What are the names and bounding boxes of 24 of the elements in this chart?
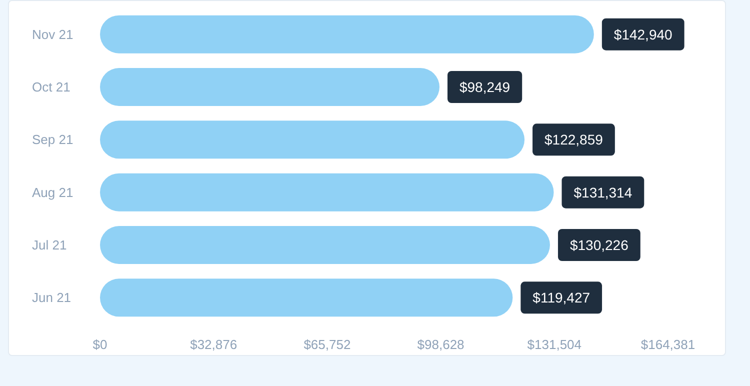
y-tick-label: Aug 21 [32, 184, 74, 200]
x-tick-label: $164,381 [640, 337, 696, 352]
data-label: $142,940 [614, 26, 673, 42]
x-tick-label: $131,504 [527, 337, 582, 352]
data-label: $122,859 [544, 132, 604, 148]
x-tick-label: $0 [92, 337, 108, 352]
x-tick-label: $98,628 [417, 337, 464, 352]
y-tick-label: Jul 21 [32, 238, 67, 252]
y-tick-label: Sep 21 [32, 132, 74, 148]
data-label: $98,249 [459, 79, 510, 95]
y-tick-label: Oct 21 [32, 80, 70, 94]
bar [100, 226, 550, 264]
bar [100, 15, 594, 54]
data-label: $119,427 [532, 290, 590, 306]
bar [100, 120, 525, 159]
data-label: $131,314 [574, 184, 632, 200]
x-tick-label: $32,876 [190, 337, 238, 352]
bar [100, 278, 513, 317]
data-label: $130,226 [570, 237, 629, 253]
x-tick-label: $65,752 [304, 337, 351, 352]
y-tick-label: Nov 21 [32, 26, 74, 42]
y-tick-label: Jun 21 [32, 290, 72, 306]
bar [100, 68, 440, 106]
bar [100, 173, 554, 212]
